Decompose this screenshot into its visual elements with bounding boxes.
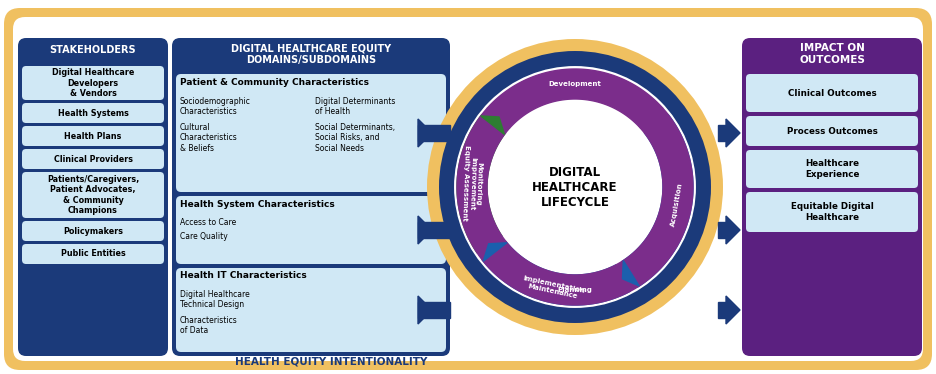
Text: Healthcare
Experience: Healthcare Experience	[805, 159, 859, 179]
Polygon shape	[482, 241, 631, 305]
FancyBboxPatch shape	[172, 38, 450, 356]
Circle shape	[453, 65, 697, 309]
Text: Access to Care: Access to Care	[180, 218, 236, 227]
Polygon shape	[488, 69, 663, 128]
FancyBboxPatch shape	[22, 221, 164, 241]
Text: Health Systems: Health Systems	[57, 108, 128, 117]
Polygon shape	[418, 125, 450, 141]
Text: Implementation
Maintenance: Implementation Maintenance	[521, 275, 586, 300]
Polygon shape	[457, 114, 505, 253]
Text: Patients/Caregivers,
Patient Advocates,
& Community
Champions: Patients/Caregivers, Patient Advocates, …	[47, 175, 139, 215]
Text: DIGITAL
HEALTHCARE
LIFECYCLE: DIGITAL HEALTHCARE LIFECYCLE	[533, 166, 618, 208]
Text: Digital Healthcare
Technical Design: Digital Healthcare Technical Design	[180, 290, 250, 309]
Text: Monitoring
Improvement
Equity Assessment: Monitoring Improvement Equity Assessment	[461, 145, 483, 221]
FancyBboxPatch shape	[4, 8, 932, 370]
Circle shape	[427, 39, 723, 335]
FancyBboxPatch shape	[176, 268, 446, 352]
Polygon shape	[622, 114, 693, 287]
Text: Social Determinants,
Social Risks, and
Social Needs: Social Determinants, Social Risks, and S…	[315, 123, 395, 153]
Text: Health IT Characteristics: Health IT Characteristics	[180, 272, 307, 280]
Polygon shape	[622, 261, 639, 286]
Text: Care Quality: Care Quality	[180, 232, 227, 241]
Polygon shape	[483, 243, 507, 261]
FancyBboxPatch shape	[746, 116, 918, 146]
FancyBboxPatch shape	[742, 38, 922, 356]
Text: DOMAINS/SUBDOMAINS: DOMAINS/SUBDOMAINS	[246, 55, 376, 65]
Polygon shape	[418, 302, 450, 318]
Polygon shape	[639, 107, 662, 127]
Text: Equitable Digital
Healthcare: Equitable Digital Healthcare	[791, 202, 873, 222]
FancyBboxPatch shape	[13, 17, 923, 361]
Polygon shape	[418, 119, 432, 147]
Text: HEALTH EQUITY INTENTIONALITY: HEALTH EQUITY INTENTIONALITY	[235, 357, 427, 367]
Polygon shape	[481, 116, 505, 134]
FancyBboxPatch shape	[746, 192, 918, 232]
Text: Policymakers: Policymakers	[63, 227, 123, 236]
Text: Health Plans: Health Plans	[65, 132, 122, 141]
FancyBboxPatch shape	[22, 244, 164, 264]
FancyBboxPatch shape	[22, 103, 164, 123]
FancyBboxPatch shape	[18, 38, 168, 356]
Text: Process Outcomes: Process Outcomes	[786, 126, 877, 135]
Text: Clinical Outcomes: Clinical Outcomes	[787, 89, 876, 98]
Polygon shape	[718, 125, 726, 141]
Polygon shape	[457, 108, 693, 305]
Text: IMPACT ON: IMPACT ON	[799, 43, 865, 53]
Polygon shape	[418, 222, 450, 238]
FancyBboxPatch shape	[176, 74, 446, 192]
Circle shape	[439, 51, 711, 323]
Text: Planning: Planning	[558, 287, 592, 293]
FancyBboxPatch shape	[22, 172, 164, 218]
Text: Development: Development	[548, 81, 602, 87]
Text: STAKEHOLDERS: STAKEHOLDERS	[50, 45, 137, 55]
FancyBboxPatch shape	[22, 149, 164, 169]
Text: OUTCOMES: OUTCOMES	[799, 55, 865, 65]
FancyBboxPatch shape	[176, 196, 446, 264]
FancyBboxPatch shape	[746, 74, 918, 112]
Polygon shape	[718, 302, 726, 318]
Text: DIGITAL HEALTHCARE EQUITY: DIGITAL HEALTHCARE EQUITY	[231, 43, 391, 53]
Polygon shape	[639, 107, 662, 127]
FancyBboxPatch shape	[746, 150, 918, 188]
Text: Clinical Providers: Clinical Providers	[53, 154, 133, 163]
Text: Cultural
Characteristics
& Beliefs: Cultural Characteristics & Beliefs	[180, 123, 238, 153]
Text: Characteristics
of Data: Characteristics of Data	[180, 316, 238, 335]
Polygon shape	[726, 216, 740, 244]
Text: Sociodemographic
Characteristics: Sociodemographic Characteristics	[180, 97, 251, 116]
Polygon shape	[418, 296, 432, 324]
Polygon shape	[726, 296, 740, 324]
FancyBboxPatch shape	[22, 66, 164, 100]
Text: Digital Determinants
of Health: Digital Determinants of Health	[315, 97, 395, 116]
Text: Patient & Community Characteristics: Patient & Community Characteristics	[180, 77, 369, 86]
Text: Digital Healthcare
Developers
& Vendors: Digital Healthcare Developers & Vendors	[51, 68, 134, 98]
Text: Public Entities: Public Entities	[61, 249, 125, 258]
FancyBboxPatch shape	[22, 126, 164, 146]
Polygon shape	[718, 222, 726, 238]
Text: Acquisition: Acquisition	[669, 183, 683, 227]
Text: Health System Characteristics: Health System Characteristics	[180, 199, 335, 208]
Polygon shape	[726, 119, 740, 147]
Polygon shape	[418, 216, 432, 244]
